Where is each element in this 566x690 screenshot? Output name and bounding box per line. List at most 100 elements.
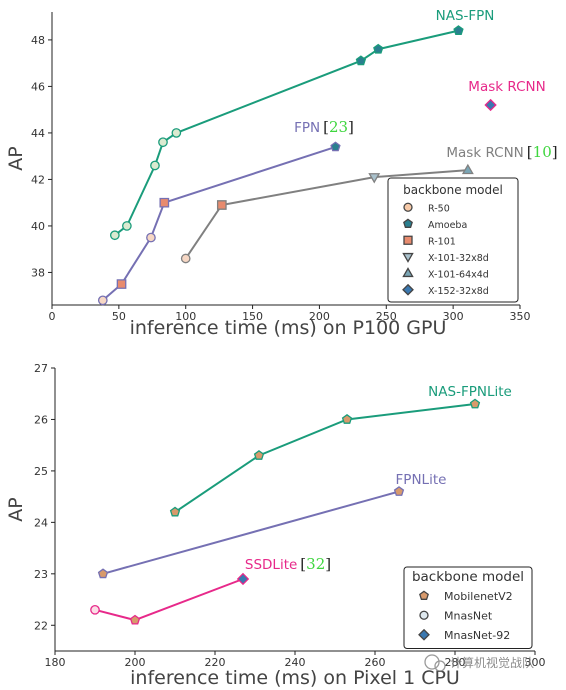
data-point [253, 450, 265, 460]
data-point [341, 414, 353, 424]
legend-title: backbone model [403, 183, 503, 197]
data-point [129, 614, 141, 625]
series-name: SSDLite [245, 557, 297, 573]
y-tick-label: 44 [31, 127, 45, 140]
data-point [146, 232, 156, 243]
x-tick-label: 200 [125, 656, 146, 669]
legend: backbone model MobilenetV2 MnasNet MnasNet-… [403, 566, 533, 649]
legend-box [403, 566, 533, 649]
data-point [484, 98, 497, 112]
legend-label: Amoeba [428, 220, 467, 231]
legend-marker [403, 202, 413, 212]
data-point [171, 128, 182, 138]
legend-marker [403, 218, 413, 228]
data-point [330, 141, 341, 152]
watermark-text: 计算机视觉战队 [450, 655, 534, 670]
legend-marker [402, 267, 414, 278]
data-point [368, 173, 381, 184]
y-tick-label: 25 [34, 465, 48, 478]
series-name: FPNLite [396, 472, 447, 488]
legend-marker [402, 252, 414, 263]
citation-bracket: [ [527, 143, 533, 161]
series-2-3: SSDLite [32] [90, 555, 331, 625]
y-tick-label: 42 [31, 173, 45, 186]
series-name: Mask RCNN [468, 79, 545, 95]
data-point [355, 55, 367, 66]
data-point [158, 137, 168, 148]
x-axis-label: inference time (ms) on Pixel 1 CPU [130, 667, 460, 689]
series-label: NAS-FPN [436, 8, 495, 24]
y-tick-label: 24 [34, 516, 48, 529]
watermark: 计算机视觉战队 [424, 654, 534, 672]
series-line [184, 169, 468, 260]
series-label: NAS-FPNLite [428, 384, 512, 400]
data-point [97, 568, 109, 579]
y-tick-label: 46 [31, 80, 45, 93]
y-tick-label: 26 [34, 413, 48, 426]
legend-marker [419, 590, 429, 600]
citation-bracket: ] [348, 118, 354, 136]
x-tick-label: 180 [45, 656, 66, 669]
x-tick-label: 300 [443, 310, 464, 323]
legend-label: R-101 [428, 236, 456, 247]
y-axis-label: AP [5, 146, 27, 170]
x-tick-label: 240 [285, 656, 306, 669]
x-tick-label: 200 [309, 310, 330, 323]
citation-number: 10 [533, 143, 552, 161]
series-2-1: NAS-FPNLite [169, 384, 512, 517]
series-name: NAS-FPNLite [428, 384, 512, 400]
x-tick-label: 100 [175, 310, 196, 323]
legend-label: MnasNet-92 [444, 629, 510, 642]
series-line [174, 403, 476, 513]
legend-marker [402, 283, 414, 296]
series-1-3: Mask RCNN [10] [180, 143, 558, 264]
series-name: Mask RCNN [446, 145, 523, 161]
legend-label: X-101-32x8d [428, 253, 489, 264]
citation-number: 32 [306, 555, 325, 573]
citation-bracket: ] [552, 143, 558, 161]
citation-bracket: [ [323, 118, 329, 136]
watermark-logo [424, 654, 440, 670]
data-point [453, 25, 464, 35]
y-tick-label: 48 [31, 34, 45, 47]
data-point [461, 163, 474, 175]
data-point [180, 253, 191, 264]
x-tick-label: 280 [445, 656, 466, 669]
series-label: SSDLite [32] [245, 555, 331, 573]
legend-label: MobilenetV2 [444, 590, 513, 603]
data-point [122, 221, 132, 231]
x-tick-label: 250 [376, 310, 397, 323]
citation-bracket: [ [300, 555, 306, 573]
y-tick-label: 27 [34, 362, 48, 375]
legend-label: X-101-64x4d [428, 269, 489, 280]
series-label: FPN [23] [294, 118, 354, 136]
data-point [116, 279, 127, 289]
series-label: Mask RCNN [468, 79, 545, 95]
data-point [169, 506, 181, 517]
legend-box [387, 177, 519, 303]
data-point [90, 604, 100, 615]
data-point [159, 197, 170, 208]
series-line [102, 490, 400, 575]
series-name: NAS-FPN [436, 8, 495, 24]
x-tick-label: 220 [205, 656, 226, 669]
citation-bracket: ] [325, 555, 331, 573]
y-tick-label: 22 [34, 619, 48, 632]
series-2-2: FPNLite [97, 472, 447, 579]
legend-label: MnasNet [444, 609, 493, 622]
data-point [393, 486, 405, 496]
y-tick-label: 40 [31, 220, 45, 233]
x-tick-label: 260 [365, 656, 386, 669]
legend-marker [418, 628, 430, 641]
series-1-2: FPN [23] [97, 118, 354, 306]
series-line [102, 145, 336, 302]
data-point [97, 295, 108, 306]
data-point [373, 43, 384, 54]
x-tick-label: 350 [510, 310, 531, 323]
data-point [216, 200, 227, 210]
watermark-logo [434, 660, 446, 672]
legend-label: X-152-32x8d [428, 286, 489, 297]
x-axis-label: inference time (ms) on P100 GPU [130, 317, 447, 339]
data-point [109, 230, 120, 241]
